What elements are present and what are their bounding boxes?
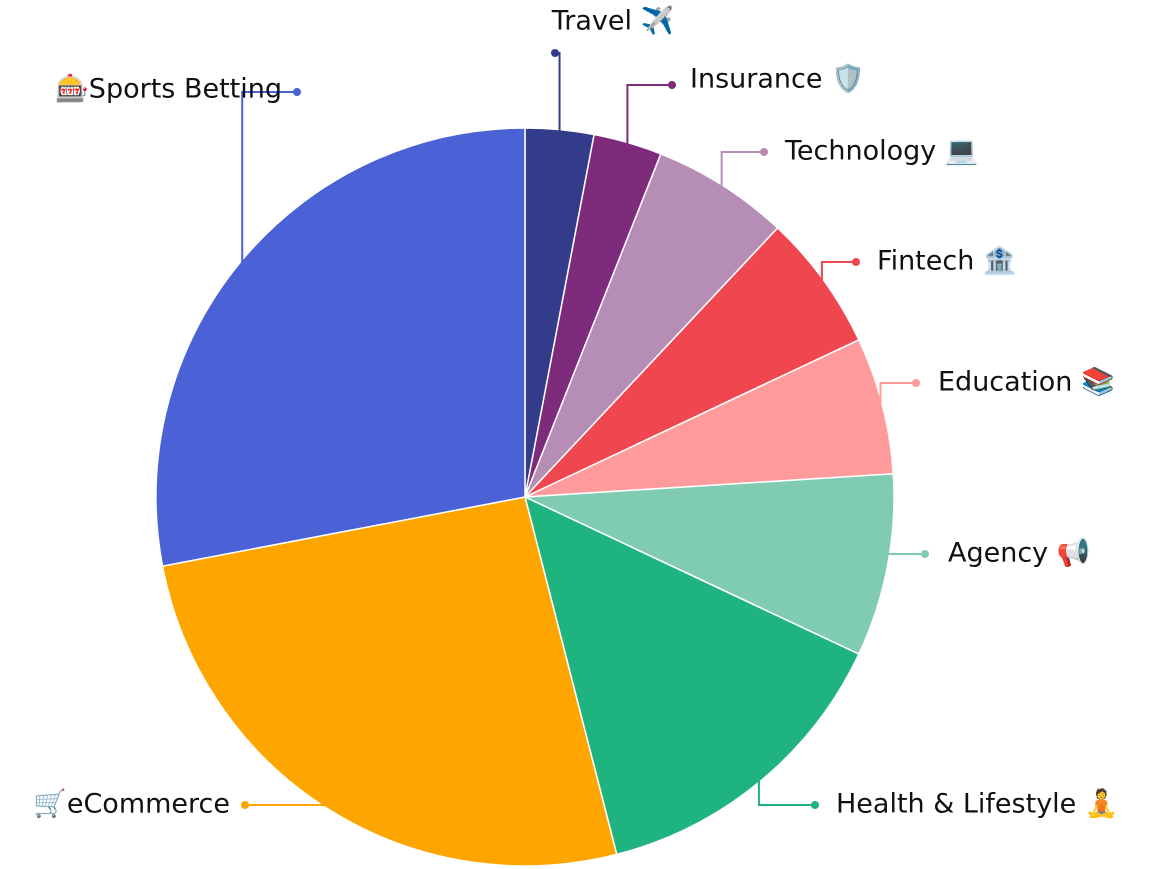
leader-line [820, 261, 856, 282]
leader-line [245, 804, 330, 807]
leader-line [879, 382, 916, 406]
leader-dot [921, 550, 929, 558]
pie-slice [524, 338, 895, 498]
leader-dot [241, 801, 249, 809]
slice-label: Health & Lifestyle 🧘 [836, 788, 1119, 820]
leader-dot [760, 148, 768, 156]
pie-slice [155, 127, 526, 568]
leader-dot [912, 379, 920, 387]
leader-dot [293, 88, 301, 96]
slice-label: 🛒eCommerce [33, 788, 230, 820]
leader-line [241, 91, 297, 264]
leader-line [884, 553, 925, 566]
leader-dot [852, 258, 860, 266]
slice-label: Education 📚 [938, 367, 1115, 398]
leader-line [626, 84, 672, 145]
slice-label: Fintech 🏦 [877, 245, 1017, 277]
pie-slice [523, 495, 860, 856]
pie-slice [524, 152, 779, 498]
leader-line [720, 151, 764, 188]
leader-line [555, 52, 561, 132]
slice-label: Insurance 🛡️ [690, 63, 865, 95]
leader-dot [668, 81, 676, 89]
slice-label: Travel ✈️ [551, 4, 674, 37]
slice-label: 🎰Sports Betting [55, 73, 282, 105]
pie-slice [161, 496, 618, 867]
leader-dot [811, 801, 819, 809]
slice-label: Agency 📢 [948, 537, 1090, 569]
leader-dot [551, 49, 559, 57]
pie-slice [524, 226, 860, 498]
pie-slice [524, 473, 895, 656]
leader-line [757, 779, 815, 806]
slice-label: Technology 💻 [784, 136, 978, 167]
